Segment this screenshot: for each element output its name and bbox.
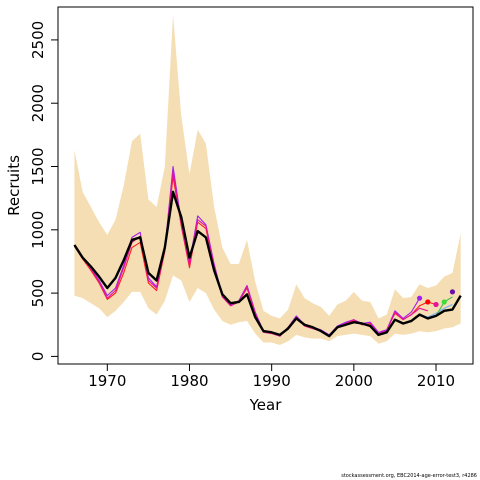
x-axis: 1970 1980 1990 2000 2010 [88, 364, 455, 390]
y-tick-label-2500: 2500 [29, 21, 47, 59]
plot-frame [57, 6, 474, 365]
endpoint-marker-0 [416, 295, 423, 301]
x-tick-label-1970: 1970 [88, 372, 126, 390]
y-tick-label-2000: 2000 [29, 84, 47, 122]
x-tick-label-1980: 1980 [170, 372, 208, 390]
y-tick-label-500: 500 [29, 279, 47, 308]
endpoint-marker-3 [441, 299, 447, 305]
footer-credit: stockassessment.org, EBC2014-age-error-t… [341, 473, 477, 479]
x-tick-label-2000: 2000 [335, 372, 373, 390]
y-axis-title: Recruits [5, 155, 23, 216]
x-axis-title: Year [249, 396, 283, 414]
plot-area [73, 14, 462, 346]
x-tick-label-1990: 1990 [253, 372, 291, 390]
y-tick-label-0: 0 [29, 352, 47, 362]
y-axis: 0 500 1000 1500 2000 2500 [29, 21, 58, 361]
endpoint-marker-2 [433, 301, 439, 308]
endpoint-marker-1 [425, 299, 431, 305]
y-tick-label-1000: 1000 [29, 211, 47, 249]
x-tick-label-2010: 2010 [417, 372, 455, 390]
series-line-0 [73, 190, 462, 338]
endpoint-marker-4 [449, 289, 456, 295]
y-tick-label-1500: 1500 [29, 147, 47, 185]
confidence-band [74, 14, 461, 346]
